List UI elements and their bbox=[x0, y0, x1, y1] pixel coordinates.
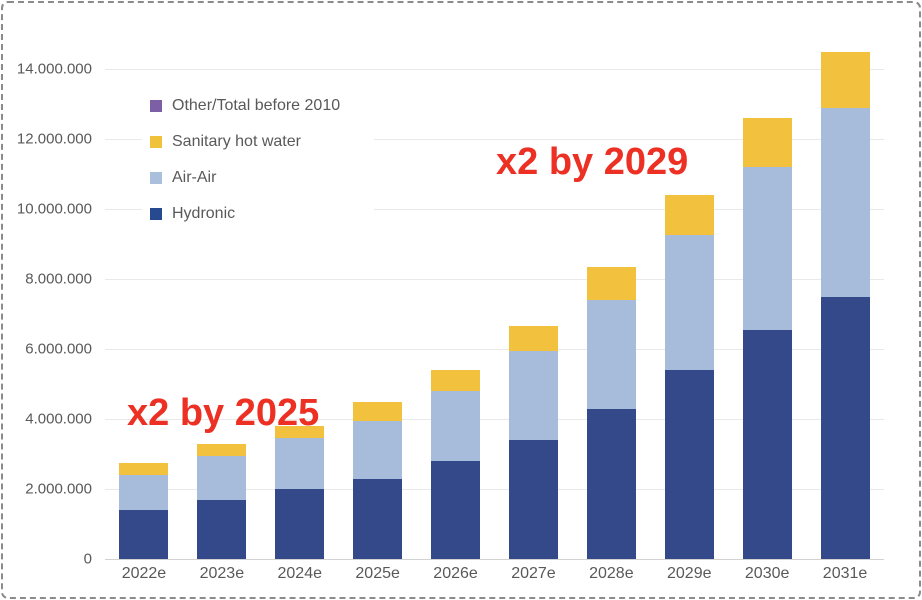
y-axis-tick-label: 2.000.000 bbox=[25, 480, 92, 498]
gridline-y bbox=[105, 69, 884, 70]
legend-label-sanitary: Sanitary hot water bbox=[172, 133, 301, 150]
x-axis-tick-label: 2024e bbox=[277, 565, 323, 582]
legend-label-other: Other/Total before 2010 bbox=[172, 97, 341, 114]
bar-segment-hydronic bbox=[586, 408, 636, 559]
bar-segment-hydronic bbox=[353, 478, 403, 559]
gridline-y bbox=[105, 279, 884, 280]
bar-segment-air-air bbox=[275, 438, 325, 489]
bar-segment-air-air bbox=[820, 107, 870, 297]
legend-swatch-hydronic-icon bbox=[150, 208, 162, 220]
gridline-y bbox=[105, 419, 884, 420]
x-axis-tick-label: 2023e bbox=[199, 565, 245, 582]
legend-item-sanitary: Sanitary hot water bbox=[150, 124, 374, 160]
annotation-x2-by-2029: x2 by 2029 bbox=[496, 141, 689, 183]
bar-segment-air-air bbox=[119, 475, 169, 510]
bar-segment-sanitary-hot-water bbox=[275, 426, 325, 439]
bar-segment-air-air bbox=[664, 235, 714, 370]
legend-swatch-sanitary-icon bbox=[150, 136, 162, 148]
bar-segment-hydronic bbox=[508, 440, 558, 559]
bar-segment-hydronic bbox=[742, 329, 792, 559]
y-axis-tick-label: 12.000.000 bbox=[16, 130, 92, 148]
bar-segment-air-air bbox=[586, 300, 636, 409]
y-axis-tick-label: 0 bbox=[83, 550, 92, 568]
bar-segment-sanitary-hot-water bbox=[820, 51, 870, 108]
bar-segment-sanitary-hot-water bbox=[742, 118, 792, 167]
bar-segment-hydronic bbox=[275, 489, 325, 559]
bar-segment-hydronic bbox=[820, 296, 870, 559]
legend: Other/Total before 2010 Sanitary hot wat… bbox=[142, 86, 374, 234]
bar-segment-hydronic bbox=[119, 510, 169, 559]
legend-label-air-air: Air-Air bbox=[172, 169, 217, 186]
bar-segment-sanitary-hot-water bbox=[508, 326, 558, 351]
y-axis-tick-label: 6.000.000 bbox=[25, 340, 92, 358]
legend-item-air-air: Air-Air bbox=[150, 160, 374, 196]
y-axis-tick-label: 10.000.000 bbox=[16, 200, 92, 218]
bar-segment-sanitary-hot-water bbox=[664, 195, 714, 236]
annotation-x2-by-2025: x2 by 2025 bbox=[127, 392, 320, 434]
x-axis-tick-label: 2028e bbox=[589, 565, 634, 582]
gridline-y bbox=[105, 559, 884, 560]
bar-segment-hydronic bbox=[664, 370, 714, 559]
bar-segment-air-air bbox=[431, 391, 481, 461]
bar-segment-sanitary-hot-water bbox=[586, 266, 636, 300]
bar-segment-sanitary-hot-water bbox=[353, 401, 403, 421]
legend-swatch-air-air-icon bbox=[150, 172, 162, 184]
legend-item-other: Other/Total before 2010 bbox=[150, 88, 374, 124]
x-axis-tick-label: 2025e bbox=[355, 565, 400, 582]
y-axis-tick-label: 14.000.000 bbox=[16, 60, 92, 78]
y-axis-tick-label: 8.000.000 bbox=[25, 270, 92, 288]
x-axis-tick-label: 2029e bbox=[667, 565, 712, 582]
legend-swatch-other-icon bbox=[150, 100, 162, 112]
gridline-y bbox=[105, 139, 884, 140]
x-axis-tick-label: 2031e bbox=[822, 565, 868, 582]
bar-segment-hydronic bbox=[197, 499, 247, 559]
gridline-y bbox=[105, 489, 884, 490]
gridline-y bbox=[105, 209, 884, 210]
legend-label-hydronic: Hydronic bbox=[172, 205, 236, 222]
bar-segment-air-air bbox=[197, 455, 247, 500]
bar-segment-hydronic bbox=[431, 461, 481, 559]
bar-segment-air-air bbox=[742, 167, 792, 330]
legend-item-hydronic: Hydronic bbox=[150, 196, 374, 232]
x-axis-tick-label: 2026e bbox=[433, 565, 478, 582]
bar-segment-sanitary-hot-water bbox=[119, 462, 169, 475]
bar-segment-sanitary-hot-water bbox=[431, 370, 481, 391]
bar-segment-air-air bbox=[353, 420, 403, 479]
bar-segment-sanitary-hot-water bbox=[197, 443, 247, 456]
x-axis-tick-label: 2022e bbox=[121, 565, 167, 582]
x-axis-tick-label: 2027e bbox=[511, 565, 556, 582]
y-axis-tick-label: 4.000.000 bbox=[25, 410, 92, 428]
bar-segment-air-air bbox=[508, 350, 558, 440]
gridline-y bbox=[105, 349, 884, 350]
x-axis-tick-label: 2030e bbox=[744, 565, 790, 582]
